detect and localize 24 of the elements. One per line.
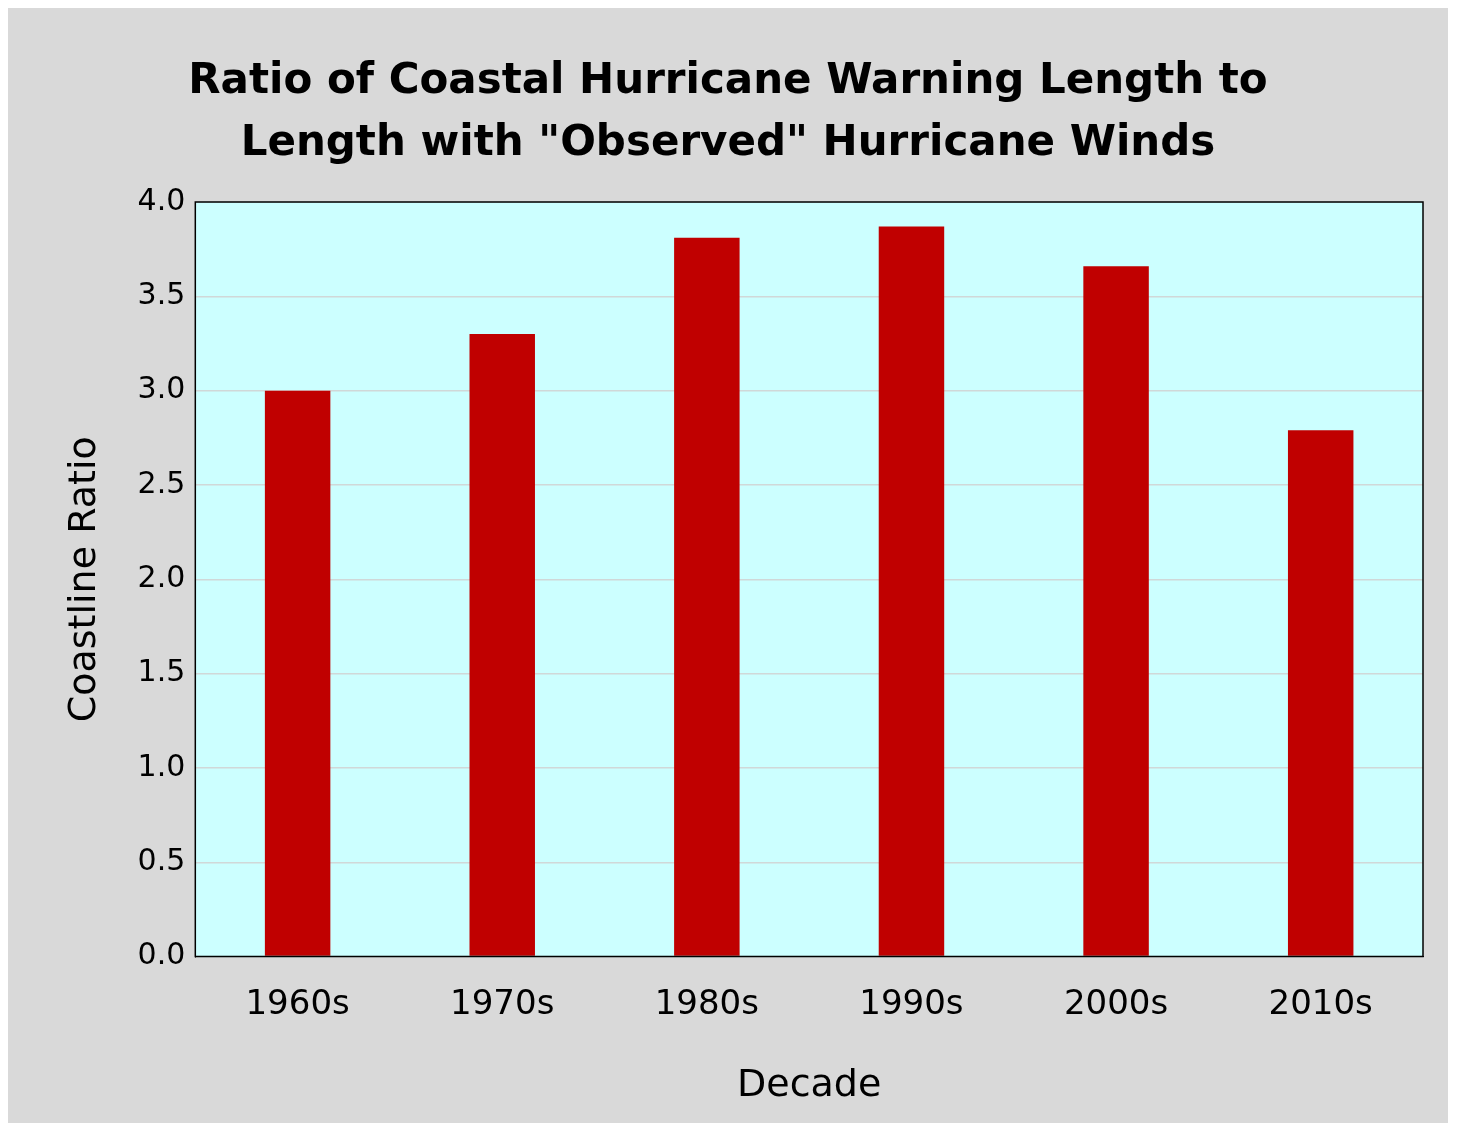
y-tick-label: 3.5 (137, 276, 186, 312)
bar (674, 237, 740, 956)
y-tick-label: 0.0 (137, 936, 186, 972)
bar (1083, 266, 1149, 956)
y-tick-label: 2.5 (137, 464, 186, 500)
y-tick-label: 1.0 (137, 747, 186, 783)
y-tick-label: 0.5 (137, 842, 186, 878)
x-tick-label: 2000s (1063, 981, 1169, 1022)
y-tick-label: 2.0 (137, 559, 186, 595)
x-tick-label: 1980s (654, 981, 759, 1022)
bar (1287, 430, 1354, 956)
x-tick-label: 1960s (245, 981, 350, 1022)
bar (469, 334, 535, 956)
y-tick-label: 1.5 (137, 653, 186, 689)
x-axis-title: Decade (736, 1061, 882, 1106)
y-tick-label: 4.0 (137, 181, 186, 217)
bar (878, 226, 945, 956)
x-tick-label: 1970s (450, 981, 555, 1022)
y-axis-title: Coastline Ratio (59, 436, 104, 723)
bar (264, 390, 331, 956)
x-tick-label: 2010s (1268, 981, 1373, 1022)
y-tick-label: 3.0 (137, 370, 186, 406)
chart-title: Ratio of Coastal Hurricane Warning Length to Length with "Observed" Hurricane Winds (187, 53, 1269, 167)
x-tick-label: 1990s (859, 981, 964, 1022)
